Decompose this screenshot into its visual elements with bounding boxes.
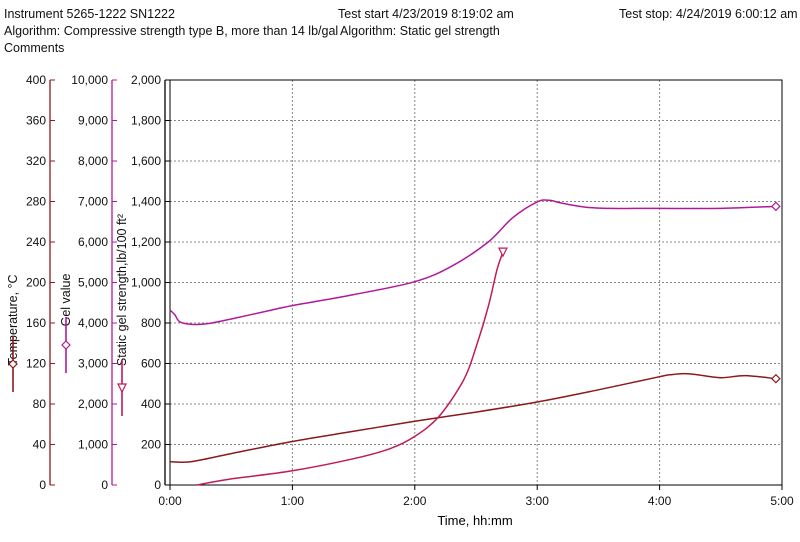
y-tick-label: 4,000 (78, 316, 108, 330)
axes: 0:00 1:00 2:00 3:00 4:00 5:00 0 40 80 120 160 200 24… (6, 73, 794, 508)
x-axis-title: Time, hh:mm (437, 513, 512, 528)
y-axis-temperature: 0 40 80 120 160 200 240 280 320 360 400 Temperature… (6, 73, 55, 492)
x-tick-label: 2:00 (403, 494, 427, 508)
y-tick-label: 1,800 (131, 114, 161, 128)
y-tick-label: 2,000 (131, 73, 161, 87)
y-tick-label: 0 (39, 478, 46, 492)
comments-label: Comments (4, 41, 65, 55)
y-tick-label: 240 (26, 235, 46, 249)
y-tick-label: 2,000 (78, 397, 108, 411)
y-tick-label: 1,400 (131, 195, 161, 209)
y-tick-label: 1,000 (131, 276, 161, 290)
y-tick-label: 1,600 (131, 154, 161, 168)
y-tick-label: 9,000 (78, 114, 108, 128)
y-axis-title: Static gel strength,lb/100 ft² (115, 214, 129, 366)
y-tick-label: 120 (26, 357, 46, 371)
y-tick-label: 0 (101, 478, 108, 492)
test-start-label: Test start 4/23/2019 8:19:02 am (338, 7, 514, 21)
y-tick-label: 320 (26, 154, 46, 168)
x-tick-label: 3:00 (526, 494, 550, 508)
y-tick-label: 200 (141, 438, 161, 452)
y-tick-label: 80 (33, 397, 47, 411)
instrument-label: Instrument 5265-1222 SN1222 (4, 7, 175, 21)
algorithm-sgs-label: Algorithm: Static gel strength (340, 24, 500, 38)
y-tick-label: 800 (141, 316, 161, 330)
x-tick-label: 0:00 (158, 494, 182, 508)
test-stop-label: Test stop: 4/24/2019 6:00:12 am (619, 7, 798, 21)
y-tick-label: 40 (33, 438, 47, 452)
legend-marker (117, 383, 127, 394)
y-tick-label: 400 (26, 73, 46, 87)
series-end-marker (771, 201, 781, 212)
series-line-temperature (169, 372, 776, 464)
y-axis-title: Gel value (59, 274, 73, 327)
x-tick-label: 5:00 (770, 494, 794, 508)
y-tick-label: 3,000 (78, 357, 108, 371)
x-tick-label: 4:00 (648, 494, 672, 508)
algorithm-label: Algorithm: Compressive strength type B, … (4, 24, 339, 38)
y-tick-label: 200 (26, 276, 46, 290)
series-end-marker (771, 373, 781, 384)
y-tick-label: 1,000 (78, 438, 108, 452)
y-axis-sgs: 0 200 400 600 800 1,000 1,200 1,400 1,600 1,800 2,… (115, 73, 170, 492)
y-tick-label: 160 (26, 316, 46, 330)
series (169, 199, 781, 486)
y-tick-label: 280 (26, 195, 46, 209)
y-tick-label: 5,000 (78, 276, 108, 290)
legend-marker (61, 340, 71, 350)
y-tick-label: 400 (141, 397, 161, 411)
y-tick-label: 7,000 (78, 195, 108, 209)
y-axis-title: Temperature, °C (6, 274, 20, 365)
x-tick-label: 1:00 (281, 494, 305, 508)
legend-marker (8, 359, 18, 369)
series-line-sgs (196, 251, 504, 486)
y-axis-gel: 0 1,000 2,000 3,000 4,000 5,000 6,000 7,000 8,00… (59, 73, 117, 492)
grid (169, 79, 783, 486)
y-tick-label: 1,200 (131, 235, 161, 249)
series-line-gel (169, 199, 776, 326)
y-tick-label: 10,000 (71, 73, 108, 87)
y-tick-label: 8,000 (78, 154, 108, 168)
y-tick-label: 0 (154, 478, 161, 492)
y-tick-label: 600 (141, 357, 161, 371)
series-end-marker (497, 247, 508, 258)
y-tick-label: 360 (26, 114, 46, 128)
y-tick-label: 6,000 (78, 235, 108, 249)
